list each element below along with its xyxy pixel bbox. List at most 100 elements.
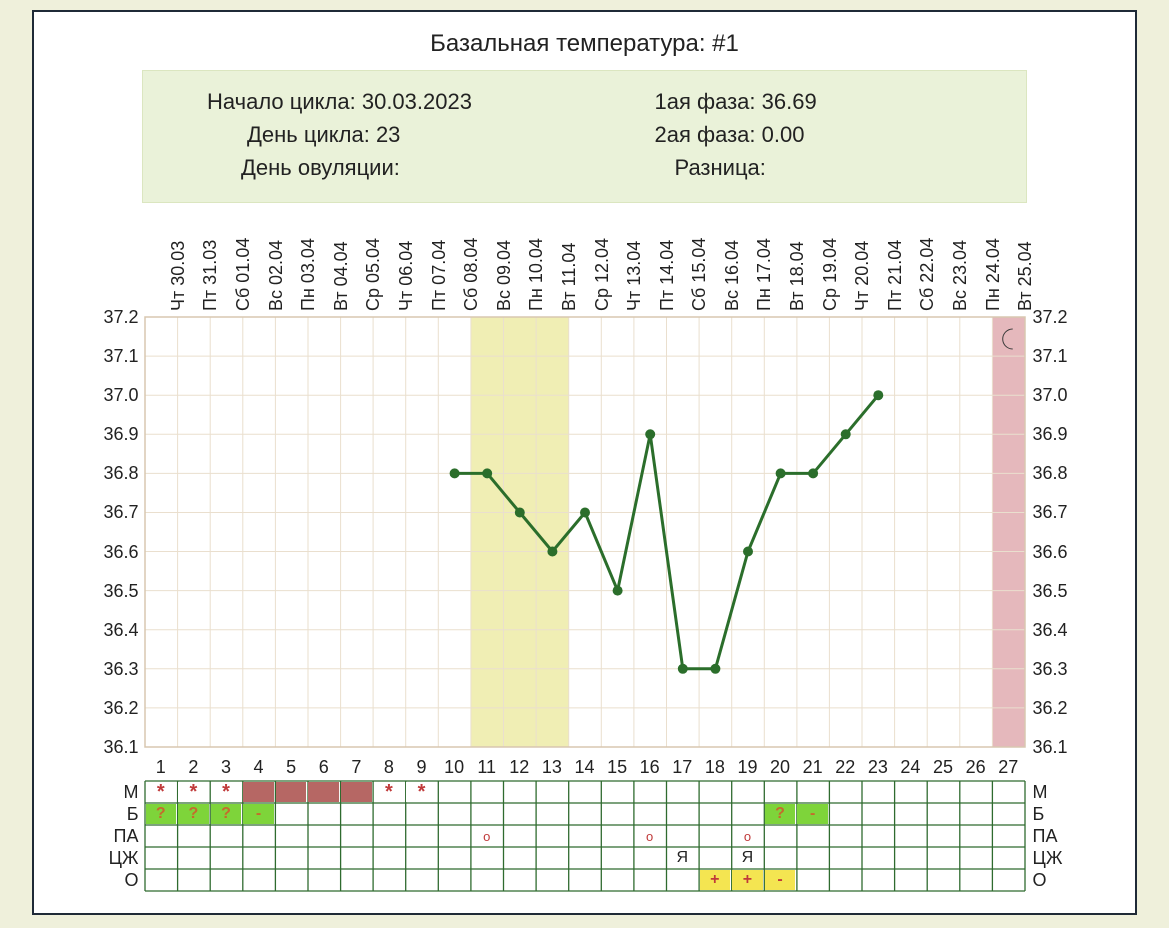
day-number: 11 [477,757,496,778]
day-number: 16 [640,757,660,778]
day-number: 10 [444,757,464,778]
date-label: Вт 18.04 [787,241,808,311]
matrix-cell: * [211,782,242,802]
date-label: Пт 21.04 [885,240,906,311]
date-label: Ср 12.04 [592,238,613,311]
y-axis-label-left: 36.5 [89,581,139,602]
date-label: Пт 07.04 [429,240,450,311]
date-label: Сб 15.04 [689,238,710,311]
matrix-row-label-left: О [89,870,139,891]
matrix-cell: * [178,782,209,802]
day-number: 9 [417,757,427,778]
day-number: 14 [574,757,594,778]
date-label: Ср 05.04 [363,238,384,311]
matrix-row-label-right: Б [1033,804,1045,825]
date-label: Вс 02.04 [266,240,287,311]
day-number: 25 [933,757,953,778]
matrix-cell [276,782,307,802]
y-axis-label-right: 36.8 [1033,463,1068,484]
day-number: 20 [770,757,790,778]
matrix-row-label-left: ПА [89,826,139,847]
matrix-cell [341,782,372,802]
matrix-row-label-left: М [89,782,139,803]
matrix-row-label-left: ЦЖ [89,848,139,869]
y-axis-label-left: 36.2 [89,698,139,719]
matrix-cell: * [146,782,177,802]
info-phase1: 1ая фаза: 36.69 [655,85,1003,118]
y-axis-label-left: 36.1 [89,737,139,758]
info-diff: Разница: [655,151,1003,184]
y-axis-label-right: 36.9 [1033,424,1068,445]
day-number: 19 [737,757,757,778]
matrix-cell: * [374,782,405,802]
date-label: Пн 10.04 [526,238,547,311]
date-label: Пн 03.04 [298,238,319,311]
matrix-cell: - [797,804,828,824]
date-label: Вт 04.04 [331,241,352,311]
matrix-cell: ? [178,804,209,824]
matrix-row-label-right: О [1033,870,1047,891]
y-axis-label-right: 36.5 [1033,581,1068,602]
day-number: 17 [672,757,692,778]
y-axis-label-left: 36.9 [89,424,139,445]
chart-title: Базальная температура: #1 [52,26,1117,70]
day-number: 26 [966,757,986,778]
y-axis-label-left: 36.7 [89,502,139,523]
matrix-cell: ? [765,804,796,824]
day-number: 27 [998,757,1018,778]
matrix-cell: ? [211,804,242,824]
y-axis-label-right: 37.1 [1033,346,1068,367]
y-axis-label-right: 36.2 [1033,698,1068,719]
y-axis-label-right: 37.0 [1033,385,1068,406]
date-label: Чт 30.03 [168,241,189,311]
day-number: 1 [156,757,166,778]
y-axis-label-left: 36.8 [89,463,139,484]
y-axis-label-right: 36.3 [1033,659,1068,680]
y-axis-label-right: 36.7 [1033,502,1068,523]
day-number: 12 [509,757,529,778]
y-axis-label-right: 36.6 [1033,542,1068,563]
date-label: Чт 13.04 [624,241,645,311]
day-number: 23 [868,757,888,778]
matrix-cell: o [471,826,502,846]
day-number: 24 [900,757,920,778]
matrix-row-label-left: Б [89,804,139,825]
date-label: Вс 09.04 [494,240,515,311]
y-axis-label-right: 37.2 [1033,307,1068,328]
matrix-cell: Я [667,848,698,868]
bbt-chart-panel: Базальная температура: #1 Начало цикла: … [32,10,1137,915]
day-number: 4 [254,757,264,778]
info-phase2: 2ая фаза: 0.00 [655,118,1003,151]
date-label: Сб 22.04 [917,238,938,311]
day-number: 18 [705,757,725,778]
y-axis-label-left: 36.4 [89,620,139,641]
date-label: Вс 23.04 [950,240,971,311]
matrix-row-label-right: М [1033,782,1048,803]
day-number: 8 [384,757,394,778]
day-number: 22 [835,757,855,778]
date-label: Пн 24.04 [983,238,1004,311]
info-cycle-day: День цикла: 23 [207,118,555,151]
day-number: 3 [221,757,231,778]
date-label: Вс 16.04 [722,240,743,311]
date-label: Сб 08.04 [461,238,482,311]
date-label: Сб 01.04 [233,238,254,311]
matrix-cell: - [243,804,274,824]
date-label: Пт 31.03 [200,240,221,311]
y-axis-label-right: 36.1 [1033,737,1068,758]
y-axis-label-left: 37.0 [89,385,139,406]
date-label: Вт 25.04 [1015,241,1036,311]
matrix-cell: Я [732,848,763,868]
y-axis-label-left: 36.6 [89,542,139,563]
day-number: 2 [188,757,198,778]
info-cycle-start: Начало цикла: 30.03.2023 [207,85,555,118]
matrix-cell: o [732,826,763,846]
day-number: 21 [803,757,823,778]
chart-area: Чт 30.03 Пт 31.03 Сб 01.04 Вс 02.04 Пн 03.04… [89,221,1081,895]
cycle-info-box: Начало цикла: 30.03.2023 День цикла: 23 … [142,70,1027,203]
matrix-cell: + [732,870,763,890]
date-label: Вт 11.04 [559,243,580,311]
date-label: Ср 19.04 [820,238,841,311]
date-label: Пн 17.04 [754,238,775,311]
date-label: Чт 06.04 [396,241,417,311]
